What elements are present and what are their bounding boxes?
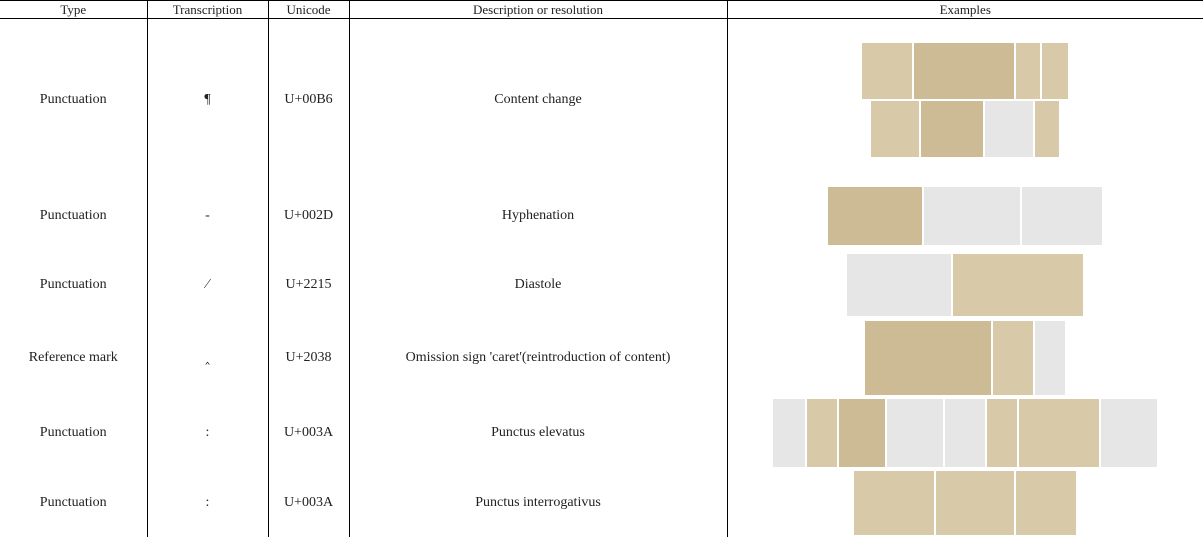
header-cell: Description or resolution [349, 1, 727, 19]
example-image [807, 399, 837, 467]
table-cell: U+2215 [268, 251, 349, 319]
example-image [865, 321, 991, 395]
examples-cell [727, 469, 1203, 537]
table-cell: ¶ [147, 19, 268, 181]
example-image [1042, 43, 1068, 99]
example-image [862, 43, 912, 99]
example-image [987, 399, 1017, 467]
example-image [993, 321, 1033, 395]
example-strip [728, 187, 1203, 245]
example-image [936, 471, 1014, 535]
example-image [945, 399, 985, 467]
table-cell: Punctuation [0, 181, 147, 251]
example-strip [728, 321, 1203, 395]
example-image [924, 187, 1020, 245]
table-cell: Punctuation [0, 397, 147, 469]
table-cell: : [147, 397, 268, 469]
table-cell: Hyphenation [349, 181, 727, 251]
example-strip [728, 101, 1203, 157]
example-image [1035, 101, 1059, 157]
table-cell: U+003A [268, 469, 349, 537]
table-cell: U+2038 [268, 319, 349, 397]
example-image [854, 471, 934, 535]
table-cell: U+00B6 [268, 19, 349, 181]
examples-cell [727, 19, 1203, 181]
examples-cell [727, 397, 1203, 469]
table-cell: Punctuation [0, 251, 147, 319]
table-cell: ∕ [147, 251, 268, 319]
example-image [953, 254, 1083, 316]
table-cell: Punctus interrogativus [349, 469, 727, 537]
table-cell: Diastole [349, 251, 727, 319]
example-image [914, 43, 1014, 99]
header-cell: Type [0, 1, 147, 19]
example-image [773, 399, 805, 467]
example-image [1022, 187, 1102, 245]
header-cell: Unicode [268, 1, 349, 19]
table-cell: Punctus elevatus [349, 397, 727, 469]
example-image [871, 101, 919, 157]
example-image [839, 399, 885, 467]
example-strip [728, 43, 1203, 99]
table-cell: Reference mark [0, 319, 147, 397]
example-image [921, 101, 983, 157]
table-cell: Punctuation [0, 19, 147, 181]
table-cell: Punctuation [0, 469, 147, 537]
example-image [1019, 399, 1099, 467]
header-cell: Examples [727, 1, 1203, 19]
examples-cell [727, 251, 1203, 319]
example-image [1101, 399, 1157, 467]
example-image [828, 187, 922, 245]
examples-cell [727, 319, 1203, 397]
example-strip [728, 254, 1203, 316]
example-image [1035, 321, 1065, 395]
table-cell: U+002D [268, 181, 349, 251]
table-cell: : [147, 469, 268, 537]
table-cell: Content change [349, 19, 727, 181]
header-cell: Transcription [147, 1, 268, 19]
example-image [985, 101, 1033, 157]
example-image [1016, 43, 1040, 99]
example-strip [728, 471, 1203, 535]
examples-cell [727, 181, 1203, 251]
example-strip [728, 399, 1203, 467]
table-cell: U+003A [268, 397, 349, 469]
table-cell: - [147, 181, 268, 251]
example-image [1016, 471, 1076, 535]
example-image [887, 399, 943, 467]
example-image [847, 254, 951, 316]
table-cell: ‸ [147, 319, 268, 397]
table-cell: Omission sign 'caret'(reintroduction of … [349, 319, 727, 397]
